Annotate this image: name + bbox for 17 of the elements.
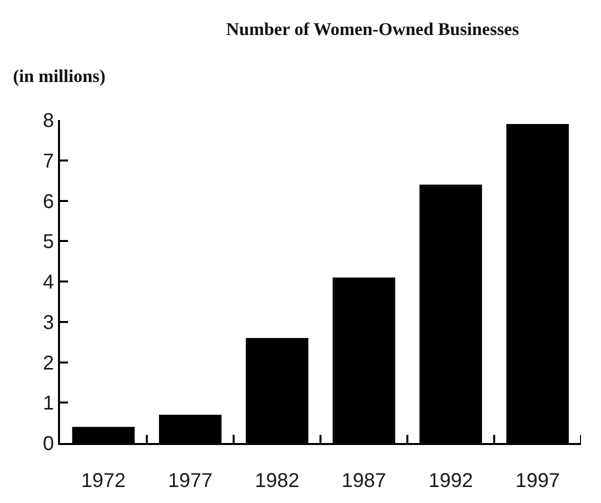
chart-title: Number of Women-Owned Businesses xyxy=(226,19,520,40)
x-tick-label: 1992 xyxy=(428,470,473,492)
y-tick-label: 3 xyxy=(42,312,54,334)
y-tick-label: 4 xyxy=(42,272,54,294)
x-tick-label: 1997 xyxy=(515,470,560,492)
x-tick-label: 1972 xyxy=(81,470,126,492)
y-tick-label: 7 xyxy=(42,150,54,172)
y-axis-title: (in millions) xyxy=(13,66,106,86)
y-tick-label: 6 xyxy=(42,190,54,213)
y-tick-label: 0 xyxy=(42,433,54,455)
y-tick-label: 1 xyxy=(42,392,54,415)
y-tick-label: 2 xyxy=(42,352,54,374)
x-tick-label: 1982 xyxy=(254,470,300,492)
y-tick-label: 5 xyxy=(42,231,54,254)
x-tick-label: 1987 xyxy=(342,470,386,492)
y-tick-label: 8 xyxy=(42,110,54,132)
x-tick-label: 1977 xyxy=(168,470,212,492)
